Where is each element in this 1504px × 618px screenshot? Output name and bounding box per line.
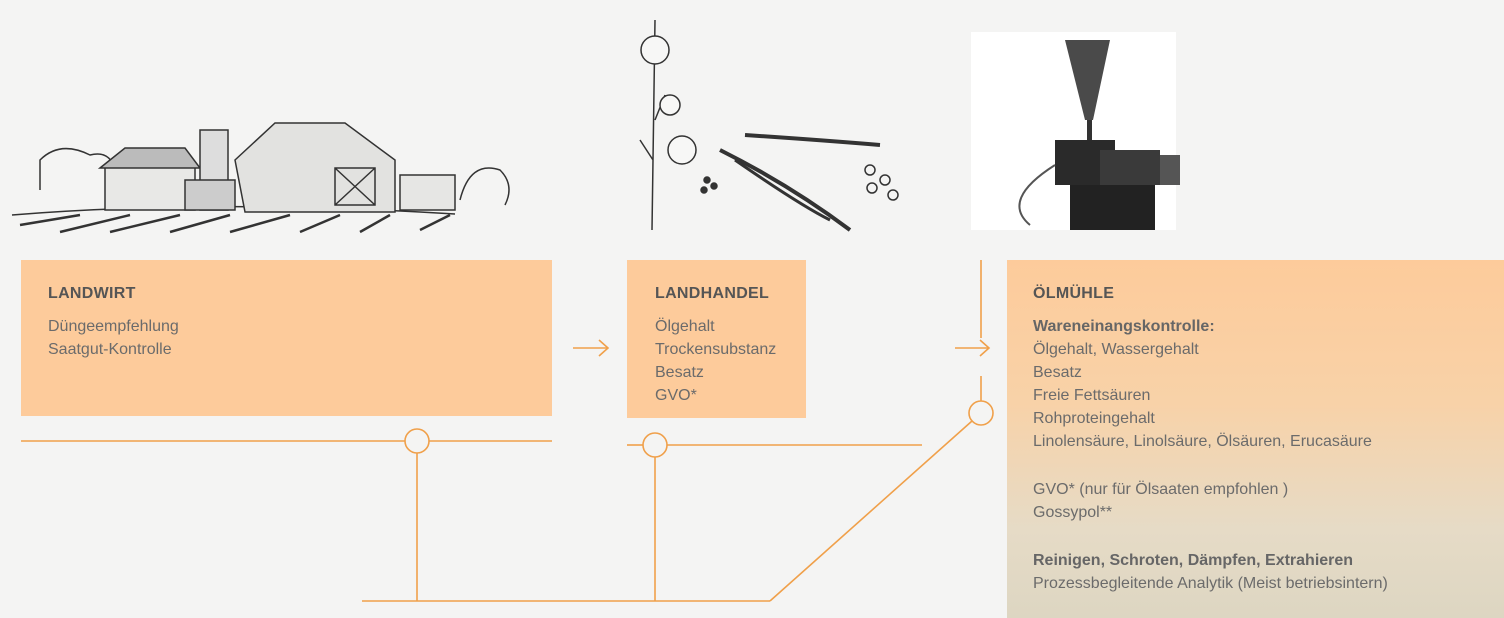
- stage-item: Ölgehalt, Wassergehalt: [1033, 338, 1478, 361]
- stage-item: GVO* (nur für Ölsaaten empfohlen ): [1033, 478, 1478, 501]
- stage-item: Rohproteingehalt: [1033, 407, 1478, 430]
- stage-box: LANDWIRT Düngeempfehlung Saatgut-Kontrol…: [21, 260, 552, 416]
- stage-item: Saatgut-Kontrolle: [48, 338, 525, 361]
- stage-title: ÖLMÜHLE: [1033, 282, 1478, 305]
- farm-illustration: [12, 123, 509, 232]
- stage-title: LANDWIRT: [48, 282, 525, 305]
- stage-item: Prozessbegleitende Analytik (Meist betri…: [1033, 572, 1478, 595]
- stage-item: Linolensäure, Linolsäure, Ölsäuren, Eruc…: [1033, 430, 1478, 453]
- stage-item: Ölgehalt: [655, 315, 778, 338]
- stage-item: Besatz: [655, 361, 778, 384]
- section-heading: Wareneinangskontrolle:: [1033, 315, 1478, 338]
- stage-item: GVO*: [655, 384, 778, 407]
- stage-box: LANDHANDEL Ölgehalt Trockensubstanz Besa…: [627, 260, 806, 418]
- rapeseed-illustration: [640, 20, 898, 230]
- stage-title: LANDHANDEL: [655, 282, 778, 305]
- stage-item: Trockensubstanz: [655, 338, 778, 361]
- stage-box: ÖLMÜHLE Wareneinangskontrolle: Ölgehalt,…: [1007, 260, 1504, 618]
- section-heading: Reinigen, Schroten, Dämpfen, Extrahieren: [1033, 549, 1478, 572]
- page: {"stages": [ {"title": "LANDWIRT", "item…: [0, 0, 1504, 618]
- stage-item: Düngeempfehlung: [48, 315, 525, 338]
- stage-item: Freie Fettsäuren: [1033, 384, 1478, 407]
- stage-item: Besatz: [1033, 361, 1478, 384]
- oil-press-illustration: [971, 32, 1180, 230]
- stage-item: Gossypol**: [1033, 501, 1478, 524]
